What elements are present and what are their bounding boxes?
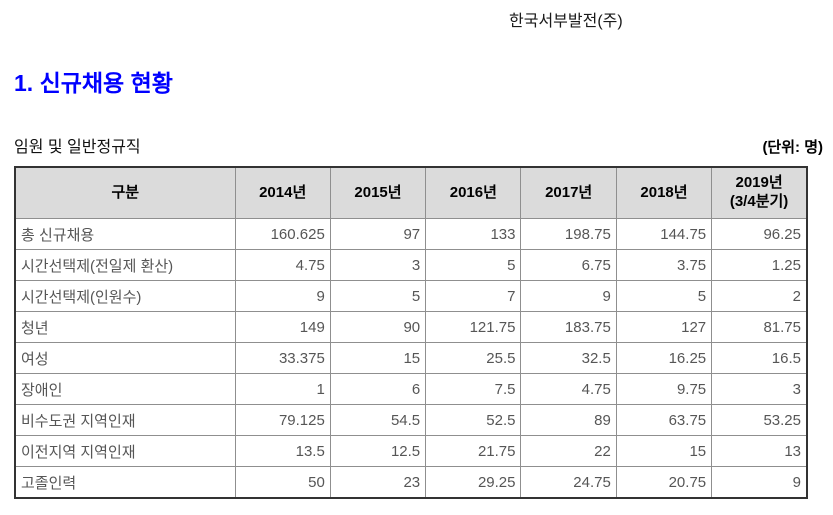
cell-value: 7 (425, 280, 522, 312)
cell-value: 33.375 (234, 342, 331, 374)
cell-value: 23 (329, 466, 427, 499)
row-label: 총 신규채용 (14, 218, 236, 250)
table-row: 이전지역 지역인재 13.5 12.5 21.75 22 15 13 (14, 435, 808, 467)
cell-value: 63.75 (615, 404, 713, 436)
company-name: 한국서부발전(주) (509, 13, 623, 30)
cell-value: 53.25 (711, 404, 808, 436)
cell-value: 1.25 (711, 249, 808, 281)
table-row: 고졸인력 50 23 29.25 24.75 20.75 9 (14, 466, 808, 499)
cell-value: 12.5 (329, 435, 427, 467)
cell-value: 7.5 (425, 373, 522, 405)
cell-value: 127 (615, 311, 713, 343)
cell-value: 6 (329, 373, 427, 405)
page-title: 1. 신규채용 현황 (14, 70, 173, 96)
row-label: 시간선택제(전일제 환산) (14, 249, 236, 281)
cell-value: 3.75 (615, 249, 713, 281)
cell-value: 133 (425, 218, 522, 250)
column-header-2014: 2014년 (234, 166, 331, 219)
cell-value: 54.5 (329, 404, 427, 436)
cell-value: 198.75 (520, 218, 617, 250)
cell-value: 9 (520, 280, 617, 312)
table-row: 시간선택제(전일제 환산) 4.75 3 5 6.75 3.75 1.25 (14, 249, 808, 281)
cell-value: 79.125 (234, 404, 331, 436)
cell-value: 25.5 (425, 342, 522, 374)
cell-value: 5 (425, 249, 522, 281)
cell-value: 90 (329, 311, 427, 343)
cell-value: 22 (520, 435, 617, 467)
cell-value: 160.625 (234, 218, 331, 250)
cell-value: 50 (234, 466, 331, 499)
table-caption-row: 임원 및 일반정규직 (단위: 명) (14, 133, 823, 157)
cell-value: 29.25 (425, 466, 522, 499)
cell-value: 96.25 (711, 218, 808, 250)
cell-value: 149 (234, 311, 331, 343)
cell-value: 9.75 (615, 373, 713, 405)
cell-value: 52.5 (425, 404, 522, 436)
table-row: 비수도권 지역인재 79.125 54.5 52.5 89 63.75 53.25 (14, 404, 808, 436)
row-label: 청년 (14, 311, 236, 343)
cell-value: 16.25 (615, 342, 713, 374)
column-header-2019-line1: 2019년 (735, 174, 783, 192)
row-label: 고졸인력 (14, 466, 236, 499)
cell-value: 3 (329, 249, 427, 281)
cell-value: 97 (329, 218, 427, 250)
cell-value: 9 (711, 466, 808, 499)
table-body: 총 신규채용 160.625 97 133 198.75 144.75 96.25 시간선택제… (14, 218, 808, 499)
table-row: 총 신규채용 160.625 97 133 198.75 144.75 96.25 (14, 218, 808, 250)
cell-value: 20.75 (615, 466, 713, 499)
table-header-row: 구분 2014년 2015년 2016년 2017년 2018년 2019년 (… (14, 166, 808, 219)
cell-value: 89 (520, 404, 617, 436)
cell-value: 81.75 (711, 311, 808, 343)
cell-value: 15 (329, 342, 427, 374)
cell-value: 4.75 (520, 373, 617, 405)
column-header-2017: 2017년 (520, 166, 617, 219)
row-label: 장애인 (14, 373, 236, 405)
table-row: 청년 149 90 121.75 183.75 127 81.75 (14, 311, 808, 343)
cell-value: 16.5 (711, 342, 808, 374)
cell-value: 144.75 (615, 218, 713, 250)
table-row: 시간선택제(인원수) 9 5 7 9 5 2 (14, 280, 808, 312)
cell-value: 4.75 (234, 249, 331, 281)
cell-value: 2 (711, 280, 808, 312)
cell-value: 183.75 (520, 311, 617, 343)
column-header-category: 구분 (14, 166, 236, 219)
cell-value: 32.5 (520, 342, 617, 374)
cell-value: 6.75 (520, 249, 617, 281)
column-header-2018: 2018년 (615, 166, 713, 219)
table-row: 장애인 1 6 7.5 4.75 9.75 3 (14, 373, 808, 405)
recruitment-table: 구분 2014년 2015년 2016년 2017년 2018년 2019년 (… (14, 166, 808, 499)
cell-value: 15 (615, 435, 713, 467)
row-label: 이전지역 지역인재 (14, 435, 236, 467)
row-label: 여성 (14, 342, 236, 374)
unit-label: (단위: 명) (762, 139, 823, 156)
table-row: 여성 33.375 15 25.5 32.5 16.25 16.5 (14, 342, 808, 374)
cell-value: 121.75 (425, 311, 522, 343)
cell-value: 9 (234, 280, 331, 312)
column-header-2016: 2016년 (425, 166, 522, 219)
cell-value: 24.75 (520, 466, 617, 499)
cell-value: 5 (329, 280, 427, 312)
cell-value: 1 (234, 373, 331, 405)
column-header-2019-line2: (3/4분기) (729, 193, 789, 210)
column-header-2019: 2019년 (3/4분기) (711, 166, 808, 219)
table-caption: 임원 및 일반정규직 (14, 139, 141, 156)
cell-value: 13.5 (234, 435, 331, 467)
cell-value: 5 (615, 280, 713, 312)
row-label: 시간선택제(인원수) (14, 280, 236, 312)
column-header-2015: 2015년 (329, 166, 427, 219)
cell-value: 3 (711, 373, 808, 405)
cell-value: 13 (711, 435, 808, 467)
row-label: 비수도권 지역인재 (14, 404, 236, 436)
cell-value: 21.75 (425, 435, 522, 467)
